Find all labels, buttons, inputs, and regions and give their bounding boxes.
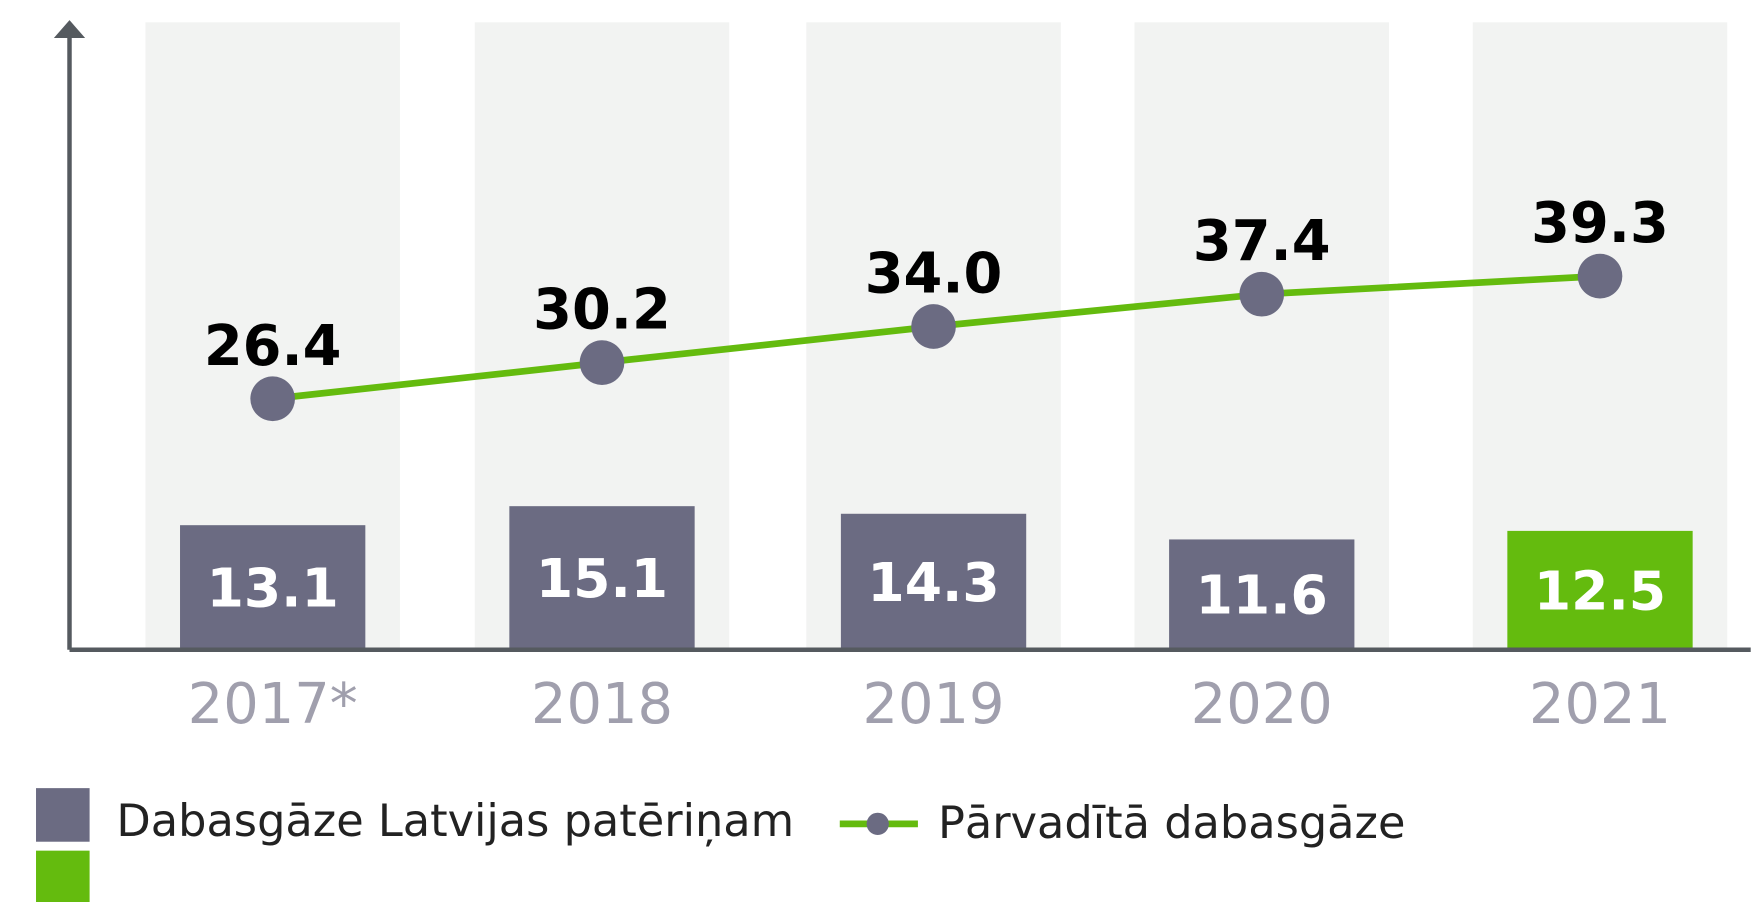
legend-swatch — [36, 850, 90, 902]
line-point — [250, 376, 296, 422]
line-value-label: 30.2 — [533, 278, 671, 343]
line-point — [579, 340, 625, 385]
bar — [840, 513, 1027, 650]
legend-marker — [866, 812, 889, 836]
x-tick-label: 2021 — [1529, 672, 1671, 737]
line-value-label: 37.4 — [1193, 209, 1331, 274]
x-tick-label: 2019 — [863, 672, 1005, 737]
line-point — [911, 304, 956, 349]
bar — [180, 525, 366, 650]
bar-value-label: 15.1 — [536, 547, 668, 610]
bar-value-label: 13.1 — [207, 557, 339, 620]
x-tick-label: 2018 — [531, 672, 673, 737]
bar — [1507, 530, 1693, 650]
line-value-label: 39.3 — [1531, 191, 1669, 256]
bar-value-label: 12.5 — [1534, 559, 1666, 622]
y-axis-arrow — [53, 20, 86, 38]
bar — [509, 506, 695, 650]
x-tick-label: 2020 — [1191, 672, 1333, 737]
line-value-label: 34.0 — [865, 242, 1003, 307]
line-value-label: 26.4 — [204, 314, 342, 379]
line-point — [1239, 271, 1285, 317]
bar — [1169, 539, 1355, 650]
bar-value-label: 11.6 — [1196, 564, 1328, 627]
line-point — [1577, 253, 1623, 299]
legend-label: Dabasgāze Latvijas patēriņam — [116, 795, 794, 847]
legend-swatch — [36, 788, 90, 842]
x-tick-label: 2017* — [188, 672, 358, 737]
bar-value-label: 14.3 — [867, 551, 999, 614]
legend-label: Pārvadītā dabasgāze — [938, 797, 1405, 849]
